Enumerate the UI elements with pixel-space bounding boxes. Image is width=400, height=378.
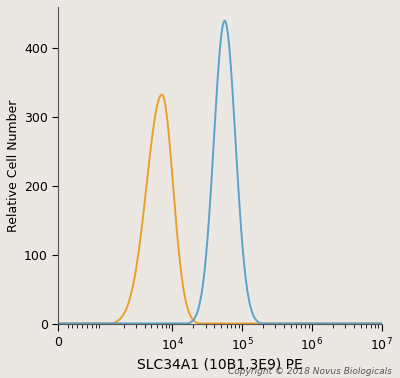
X-axis label: SLC34A1 (10B1.3E9) PE: SLC34A1 (10B1.3E9) PE [137, 357, 303, 371]
Y-axis label: Relative Cell Number: Relative Cell Number [7, 99, 20, 232]
Text: Copyright © 2018 Novus Biologicals: Copyright © 2018 Novus Biologicals [228, 367, 392, 376]
